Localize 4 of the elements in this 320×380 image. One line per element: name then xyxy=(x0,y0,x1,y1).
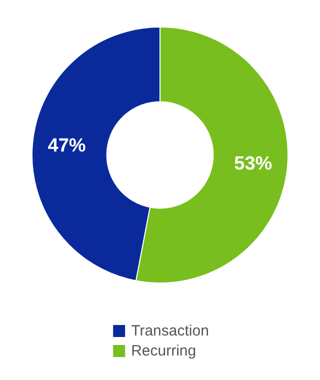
data-label: 53% xyxy=(234,153,272,174)
legend-label: Recurring xyxy=(131,342,196,360)
legend-label: Transaction xyxy=(131,322,209,340)
data-label: 47% xyxy=(48,136,86,157)
